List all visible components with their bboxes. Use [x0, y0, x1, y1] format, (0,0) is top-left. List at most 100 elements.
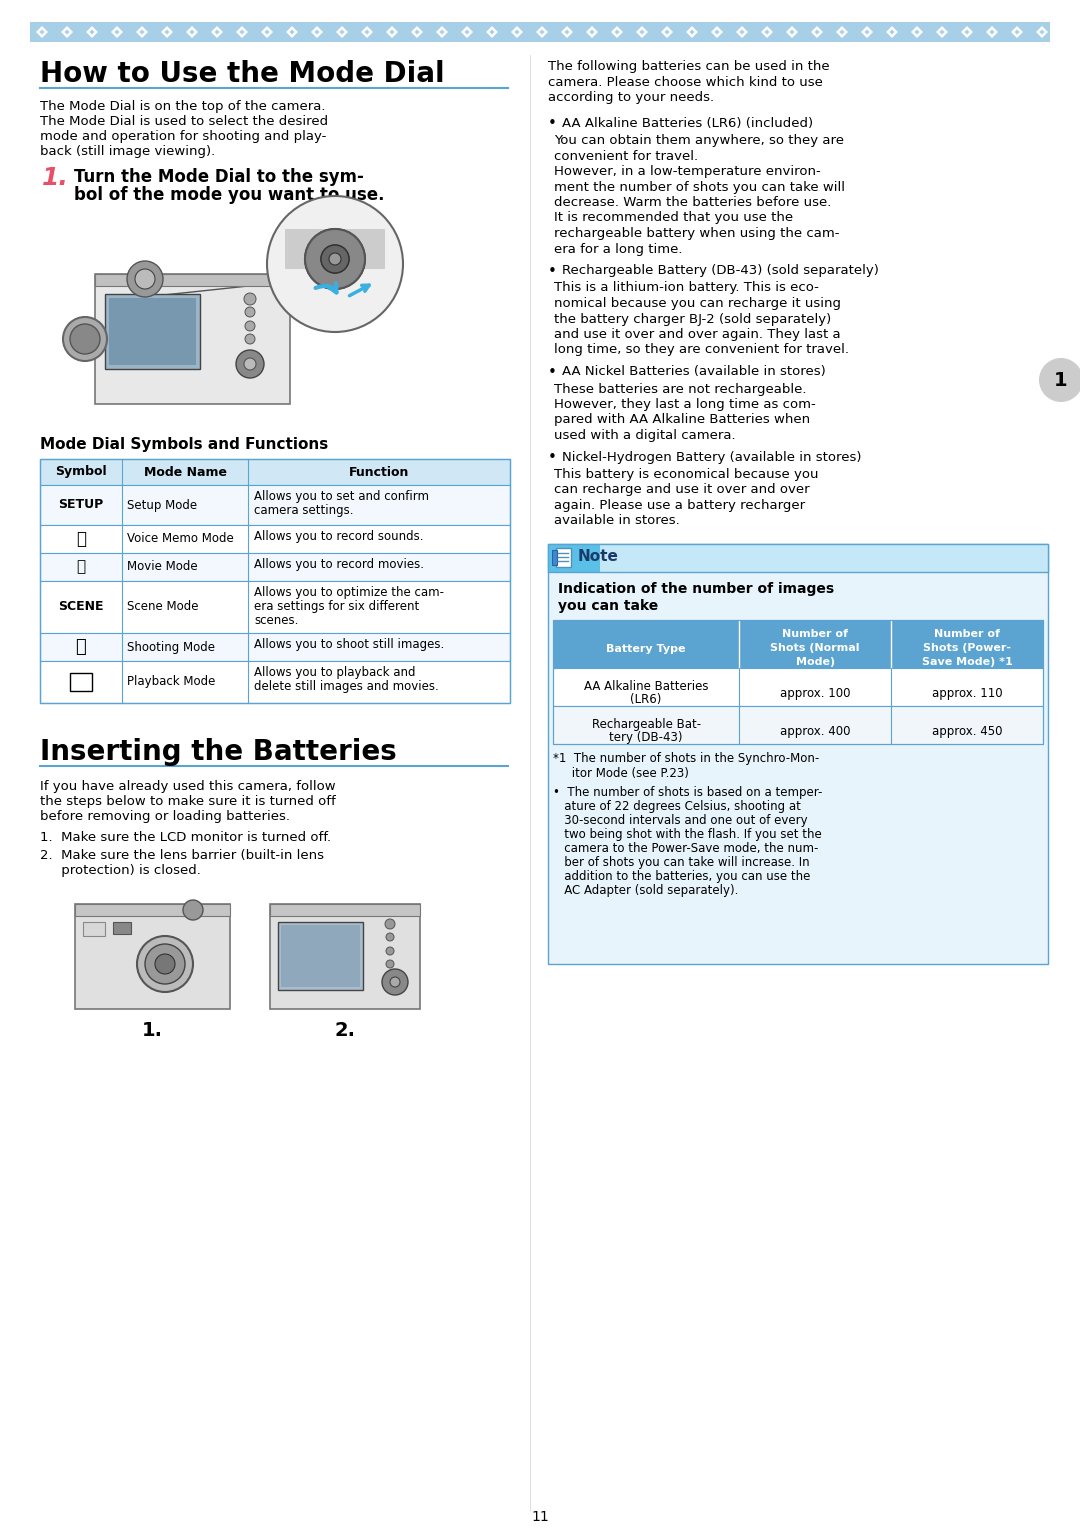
Circle shape: [386, 960, 394, 969]
Text: The Mode Dial is on the top of the camera.: The Mode Dial is on the top of the camer…: [40, 99, 325, 113]
Polygon shape: [636, 26, 648, 38]
Polygon shape: [989, 29, 995, 35]
Text: Shots (Power-: Shots (Power-: [923, 643, 1011, 652]
Polygon shape: [540, 29, 544, 35]
Text: bol of the mode you want to use.: bol of the mode you want to use.: [75, 186, 384, 205]
Text: Allows you to playback and: Allows you to playback and: [254, 666, 416, 678]
Text: the steps below to make sure it is turned off: the steps below to make sure it is turne…: [40, 795, 336, 808]
Text: 1: 1: [1054, 370, 1068, 390]
Text: approx. 450: approx. 450: [932, 724, 1002, 738]
Text: •: •: [548, 116, 557, 131]
Text: 1.: 1.: [42, 167, 69, 189]
Text: rechargeable battery when using the cam-: rechargeable battery when using the cam-: [554, 228, 839, 240]
Circle shape: [183, 900, 203, 920]
Polygon shape: [211, 26, 222, 38]
Polygon shape: [964, 29, 970, 35]
Text: Shots (Normal: Shots (Normal: [770, 643, 860, 652]
Circle shape: [137, 937, 193, 992]
Polygon shape: [361, 26, 373, 38]
Text: nomical because you can recharge it using: nomical because you can recharge it usin…: [554, 296, 841, 310]
Polygon shape: [590, 29, 594, 35]
Polygon shape: [237, 26, 248, 38]
Text: Symbol: Symbol: [55, 466, 107, 478]
Polygon shape: [40, 29, 44, 35]
Circle shape: [305, 229, 365, 289]
Bar: [40, 458, 510, 484]
Polygon shape: [886, 26, 897, 38]
Bar: [553, 620, 1043, 744]
Text: SCENE: SCENE: [58, 601, 104, 614]
Polygon shape: [161, 26, 173, 38]
Bar: [556, 549, 571, 567]
Text: approx. 400: approx. 400: [780, 724, 850, 738]
Circle shape: [245, 335, 255, 344]
Text: 30-second intervals and one out of every: 30-second intervals and one out of every: [553, 814, 808, 827]
Bar: [40, 526, 510, 553]
Text: Indication of the number of images: Indication of the number of images: [558, 582, 834, 596]
Circle shape: [127, 261, 163, 296]
Text: addition to the batteries, you can use the: addition to the batteries, you can use t…: [553, 869, 810, 883]
Text: camera to the Power-Save mode, the num-: camera to the Power-Save mode, the num-: [553, 842, 819, 856]
Bar: [40, 484, 510, 526]
Text: camera. Please choose which kind to use: camera. Please choose which kind to use: [548, 75, 823, 89]
Polygon shape: [561, 26, 573, 38]
Text: approx. 110: approx. 110: [932, 688, 1002, 700]
Text: 2.  Make sure the lens barrier (built-in lens: 2. Make sure the lens barrier (built-in …: [40, 850, 324, 862]
Polygon shape: [86, 26, 98, 38]
Polygon shape: [861, 26, 873, 38]
Circle shape: [245, 321, 255, 332]
Text: ment the number of shots you can take will: ment the number of shots you can take wi…: [554, 180, 845, 194]
Text: This is a lithium-ion battery. This is eco-: This is a lithium-ion battery. This is e…: [554, 281, 819, 295]
Polygon shape: [864, 29, 869, 35]
Circle shape: [245, 307, 255, 316]
Text: Setup Mode: Setup Mode: [127, 498, 198, 512]
Polygon shape: [761, 26, 773, 38]
Text: Mode): Mode): [796, 657, 835, 668]
Polygon shape: [436, 26, 448, 38]
Text: *1  The number of shots in the Synchro-Mon-: *1 The number of shots in the Synchro-Mo…: [553, 752, 820, 766]
Polygon shape: [711, 26, 723, 38]
Text: You can obtain them anywhere, so they are: You can obtain them anywhere, so they ar…: [554, 134, 843, 147]
Bar: [105, 293, 200, 368]
Circle shape: [70, 324, 100, 354]
Polygon shape: [961, 26, 973, 38]
Bar: [548, 544, 1048, 571]
Text: can recharge and use it over and over: can recharge and use it over and over: [554, 483, 810, 497]
Circle shape: [1039, 358, 1080, 402]
Text: 1.: 1.: [141, 1021, 163, 1041]
Text: back (still image viewing).: back (still image viewing).: [40, 145, 215, 157]
Polygon shape: [735, 26, 748, 38]
Text: tery (DB-43): tery (DB-43): [609, 732, 683, 744]
Polygon shape: [386, 26, 399, 38]
Polygon shape: [740, 29, 744, 35]
Polygon shape: [286, 26, 298, 38]
Bar: [552, 550, 557, 565]
Text: Mode Dial Symbols and Functions: Mode Dial Symbols and Functions: [40, 437, 328, 452]
Text: convenient for travel.: convenient for travel.: [554, 150, 698, 162]
Text: available in stores.: available in stores.: [554, 515, 679, 527]
Polygon shape: [365, 29, 369, 35]
Text: Note: Note: [578, 549, 619, 564]
Bar: [30, 21, 1050, 41]
Bar: [600, 544, 1048, 571]
Circle shape: [386, 934, 394, 941]
Polygon shape: [139, 29, 145, 35]
Text: delete still images and movies.: delete still images and movies.: [254, 680, 438, 694]
Text: scenes.: scenes.: [254, 614, 298, 626]
Polygon shape: [486, 26, 498, 38]
Text: •  The number of shots is based on a temper-: • The number of shots is based on a temp…: [553, 785, 822, 799]
Text: Allows you to optimize the cam-: Allows you to optimize the cam-: [254, 587, 444, 599]
Circle shape: [386, 947, 394, 955]
Text: according to your needs.: according to your needs.: [548, 92, 714, 104]
Circle shape: [63, 316, 107, 361]
Circle shape: [135, 269, 156, 289]
Text: •: •: [548, 264, 557, 280]
Text: itor Mode (see P.23): itor Mode (see P.23): [553, 767, 689, 779]
Text: Save Mode) *1: Save Mode) *1: [921, 657, 1012, 668]
Text: long time, so they are convenient for travel.: long time, so they are convenient for tr…: [554, 344, 849, 356]
Text: If you have already used this camera, follow: If you have already used this camera, fo…: [40, 779, 336, 793]
Text: 🎤: 🎤: [76, 530, 86, 549]
Polygon shape: [189, 29, 194, 35]
Polygon shape: [314, 29, 320, 35]
Text: This battery is economical because you: This battery is economical because you: [554, 468, 819, 481]
